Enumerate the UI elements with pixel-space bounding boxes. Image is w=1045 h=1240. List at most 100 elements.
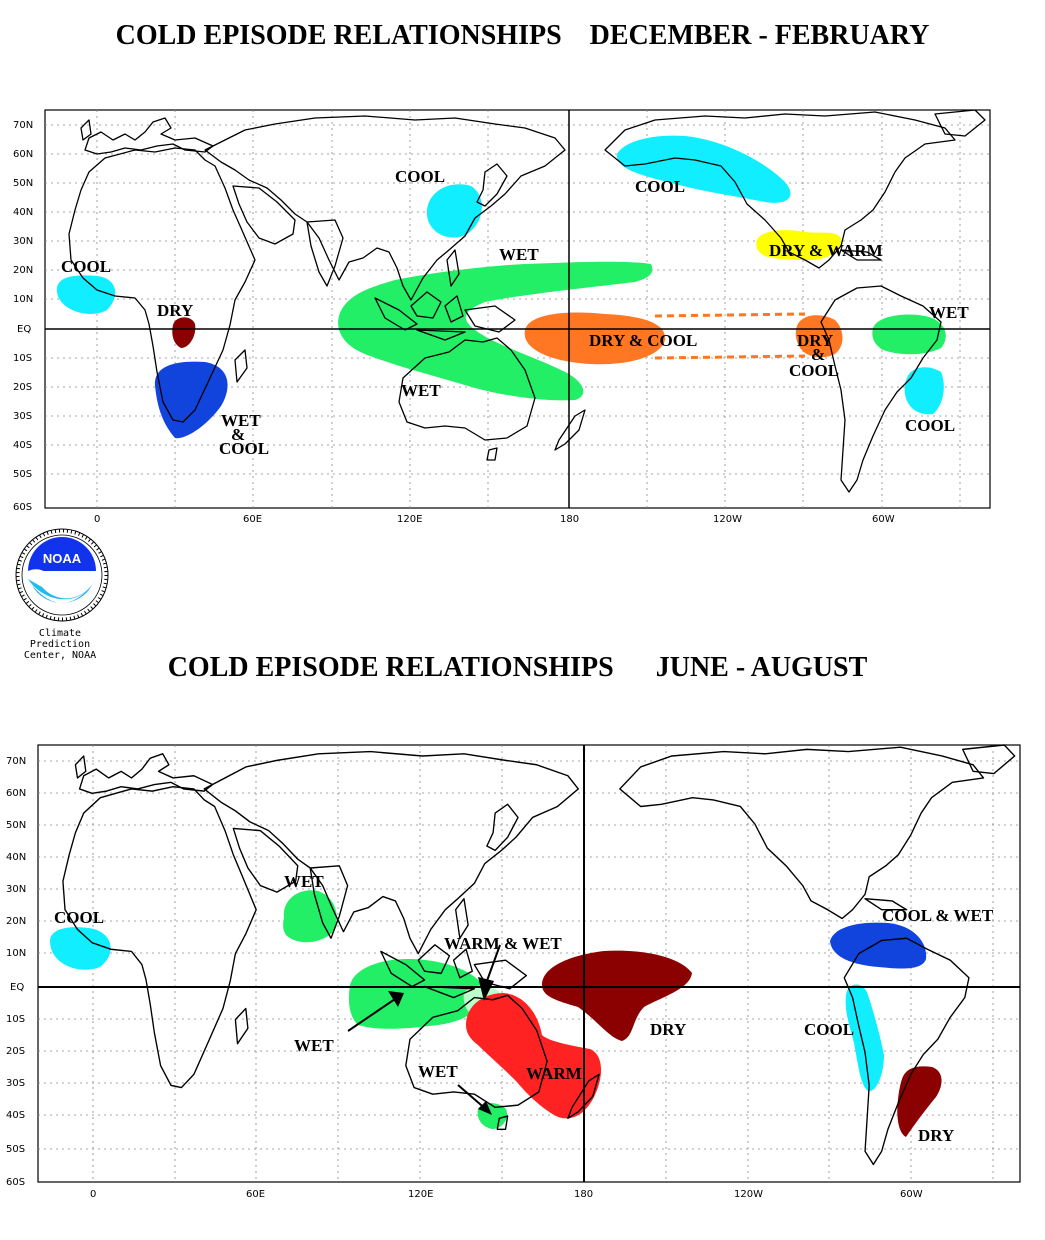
summer-region-wet-indo — [348, 959, 485, 1029]
summer-gridlines — [38, 745, 1020, 1182]
summer-region-dry-pacific — [542, 950, 692, 1041]
svg-text:20S: 20S — [6, 1046, 25, 1057]
winter-label-wet-cool-2: & — [231, 425, 245, 444]
winter-label-dry-cool-pacific: DRY & COOL — [589, 331, 697, 350]
summer-arrowhead-warm-wet — [478, 977, 494, 1001]
svg-text:EQ: EQ — [17, 324, 31, 335]
svg-text:120W: 120W — [713, 514, 742, 525]
winter-region-dry-africa — [172, 317, 196, 348]
svg-text:40N: 40N — [13, 207, 33, 218]
svg-text:40S: 40S — [13, 440, 32, 451]
svg-text:50S: 50S — [13, 469, 32, 480]
winter-region-wet-brazil — [872, 314, 946, 355]
winter-region-cool-sa — [904, 367, 944, 415]
winter-label-dry-cool-east-3: COOL — [789, 361, 839, 380]
svg-text:180: 180 — [560, 514, 579, 525]
summer-label-wet-aus: WET — [418, 1062, 458, 1081]
winter-label-wet-south: WET — [401, 381, 441, 400]
svg-text:40N: 40N — [6, 852, 26, 863]
svg-text:30N: 30N — [6, 884, 26, 895]
summer-lon-ticks: 0 60E 120E 180 120W 60W — [90, 1189, 923, 1200]
summer-title: COLD EPISODE RELATIONSHIPS JUNE - AUGUST — [167, 652, 868, 683]
svg-text:120E: 120E — [408, 1189, 433, 1200]
winter-label-wet-brazil: WET — [929, 303, 969, 322]
winter-label-wet-cool-3: COOL — [219, 439, 269, 458]
winter-label-cool-japan: COOL — [395, 167, 445, 186]
svg-text:20N: 20N — [13, 265, 33, 276]
svg-text:0: 0 — [90, 1189, 96, 1200]
winter-label-dry-africa: DRY — [157, 301, 193, 320]
winter-label-cool-alaska: COOL — [635, 177, 685, 196]
summer-arrowhead-wet-aus — [478, 1101, 492, 1115]
svg-text:50N: 50N — [6, 820, 26, 831]
winter-label-wet-north: WET — [499, 245, 539, 264]
summer-label-warm-wet: WARM & WET — [444, 934, 562, 953]
summer-label-cool-africa: COOL — [54, 908, 104, 927]
summer-label-warm-aus: WARM — [526, 1064, 582, 1083]
svg-text:40S: 40S — [6, 1110, 25, 1121]
svg-text:120W: 120W — [734, 1189, 763, 1200]
svg-text:60E: 60E — [246, 1189, 265, 1200]
summer-region-dry-sa — [897, 1066, 942, 1137]
summer-label-cool-wet: COOL & WET — [882, 906, 994, 925]
winter-region-cool-japan — [426, 184, 482, 238]
svg-text:60W: 60W — [900, 1189, 923, 1200]
svg-text:60E: 60E — [243, 514, 262, 525]
summer-label-wet-india: WET — [284, 872, 324, 891]
svg-text:EQ: EQ — [10, 982, 24, 993]
noaa-caption-line-2: Prediction — [29, 639, 91, 650]
svg-text:30S: 30S — [6, 1078, 25, 1089]
svg-text:30N: 30N — [13, 236, 33, 247]
winter-label-dry-cool-east-2: & — [811, 345, 825, 364]
svg-text:0: 0 — [94, 514, 100, 525]
svg-text:180: 180 — [574, 1189, 593, 1200]
svg-text:60S: 60S — [6, 1177, 25, 1188]
svg-text:10S: 10S — [6, 1014, 25, 1025]
svg-text:60S: 60S — [13, 502, 32, 513]
summer-region-cool-africa — [50, 927, 111, 970]
svg-text:20S: 20S — [13, 382, 32, 393]
summer-map: COOL WET WARM & WET WET WET WARM DRY COO… — [6, 744, 1021, 1200]
winter-label-dry-warm: DRY & WARM — [769, 241, 883, 260]
noaa-caption-line-1: Climate — [38, 628, 82, 639]
svg-text:10N: 10N — [6, 948, 26, 959]
winter-label-dry-cool-east-1: DRY — [797, 331, 833, 350]
winter-dashed-outline — [654, 312, 806, 360]
noaa-logo-name: NOAA — [43, 551, 82, 566]
winter-map: COOL DRY WET & COOL COOL WET WET DRY & C… — [13, 109, 991, 525]
svg-text:50S: 50S — [6, 1144, 25, 1155]
summer-label-wet-indo: WET — [294, 1036, 334, 1055]
svg-text:70N: 70N — [6, 756, 26, 767]
summer-label-dry-pacific: DRY — [650, 1020, 686, 1039]
svg-text:20N: 20N — [6, 916, 26, 927]
summer-label-cool-sa: COOL — [804, 1020, 854, 1039]
svg-text:10N: 10N — [13, 294, 33, 305]
summer-arrow-wet-indo — [347, 996, 399, 1032]
winter-label-wet-cool-1: WET — [221, 411, 261, 430]
summer-region-warm-aus — [466, 993, 602, 1119]
winter-lat-ticks: 70N 60N 50N 40N 30N 20N 10N EQ 10S 20S 3… — [13, 120, 33, 513]
svg-text:60N: 60N — [13, 149, 33, 160]
noaa-caption: Climate Prediction Center, NOAA — [10, 628, 110, 661]
svg-text:120E: 120E — [397, 514, 422, 525]
winter-label-cool-sa: COOL — [905, 416, 955, 435]
winter-region-cool-alaska — [616, 135, 791, 203]
svg-text:10S: 10S — [13, 353, 32, 364]
svg-text:50N: 50N — [13, 178, 33, 189]
winter-region-cool-africa — [56, 275, 116, 314]
svg-text:60W: 60W — [872, 514, 895, 525]
svg-text:70N: 70N — [13, 120, 33, 131]
winter-region-dry-cool-pacific — [524, 312, 666, 365]
winter-lon-ticks: 0 60E 120E 180 120W 60W — [94, 514, 895, 525]
svg-text:30S: 30S — [13, 411, 32, 422]
summer-region-cool-wet — [830, 922, 927, 969]
svg-text:60N: 60N — [6, 788, 26, 799]
summer-region-wet-india — [283, 890, 337, 943]
winter-label-cool-africa: COOL — [61, 257, 111, 276]
summer-arrowhead-wet-indo — [388, 991, 404, 1007]
winter-title: COLD EPISODE RELATIONSHIPS DECEMBER - FE… — [115, 20, 930, 51]
noaa-logo: NOAA — [15, 528, 109, 622]
summer-label-dry-sa: DRY — [918, 1126, 954, 1145]
noaa-caption-line-3: Center, NOAA — [23, 650, 97, 661]
